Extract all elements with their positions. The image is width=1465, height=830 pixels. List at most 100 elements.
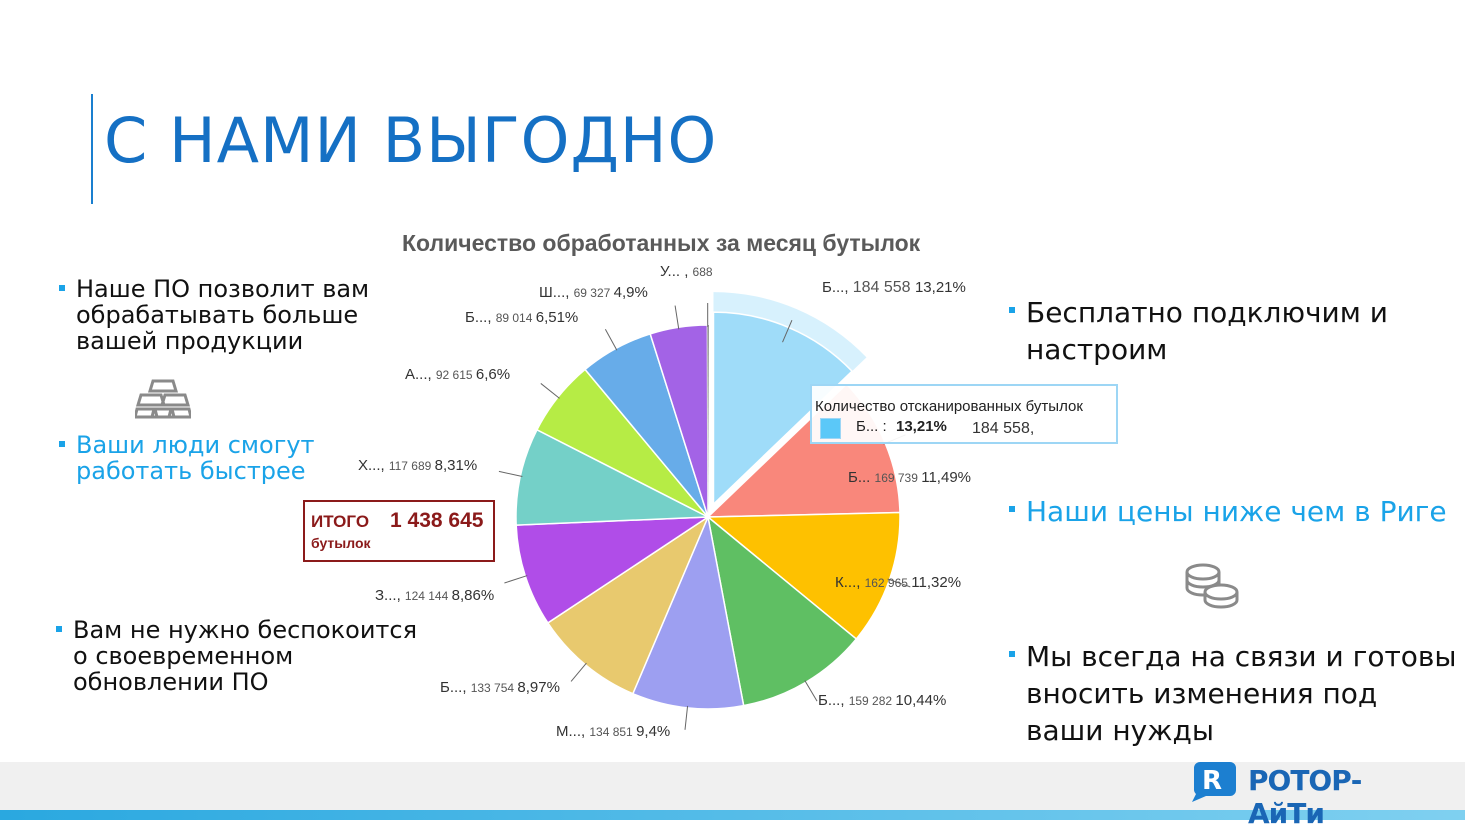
pie-leader-line: [571, 663, 586, 681]
tooltip-label: Б... :: [856, 418, 887, 435]
pie-slice-label: Х..., 117 689 8,31%: [358, 457, 477, 474]
slice-value: 169 739: [875, 471, 922, 485]
pie-slice-label: Б..., 133 754 8,97%: [440, 679, 560, 696]
slice-name: Б...,: [822, 279, 853, 296]
coins-stack-icon: [1183, 560, 1241, 612]
slice-percent: 8,31%: [435, 457, 478, 474]
slice-value: 69 327: [574, 286, 614, 300]
tooltip-percent: 13,21%: [896, 418, 947, 435]
pie-leader-line: [685, 706, 688, 730]
bullet-line: Наши цены ниже чем в Риге: [1026, 493, 1447, 530]
slice-value: 184 558: [853, 279, 915, 296]
slice-percent: 11,49%: [921, 469, 971, 486]
bullet-line: работать быстрее: [76, 458, 315, 484]
pie-slice-label: М..., 134 851 9,4%: [556, 723, 670, 740]
bullet-work-faster: Ваши люди смогут работать быстрее: [76, 432, 315, 484]
bullet-line: настроим: [1026, 331, 1388, 368]
slice-percent: 6,51%: [536, 309, 579, 326]
bullet-line: обрабатывать больше: [76, 302, 369, 328]
slice-name: З...,: [375, 587, 405, 604]
slice-value: 124 144: [405, 589, 452, 603]
bullet-marker: [1009, 651, 1015, 657]
pie-slice-label: Ш..., 69 327 4,9%: [539, 284, 648, 301]
tooltip-value-number: 184 558: [972, 420, 1030, 437]
bullet-line: ваши нужды: [1026, 712, 1457, 749]
slice-percent: 13,21%: [915, 279, 966, 296]
pie-slice-label: Б... 169 739 11,49%: [848, 469, 971, 486]
slice-name: М...,: [556, 723, 589, 740]
chart-tooltip: Количество отсканированных бутылок Б... …: [810, 384, 1118, 444]
slice-name: У... ,: [660, 263, 693, 280]
bullet-marker: [1009, 506, 1015, 512]
bullet-more-production: Наше ПО позволит вам обрабатывать больше…: [76, 276, 369, 354]
slice-percent: 11,32%: [911, 574, 961, 591]
pie-slice-label: Б..., 184 558 13,21%: [822, 279, 966, 296]
slice-name: Б...,: [465, 309, 496, 326]
pie-leader-line: [504, 576, 527, 583]
slice-value: 162 965: [865, 576, 912, 590]
slice-value: 117 689: [389, 459, 435, 473]
company-logo: R РОТОР-АйТи: [1188, 758, 1388, 806]
bullet-line: вносить изменения под: [1026, 675, 1457, 712]
bullet-line: Наше ПО позволит вам: [76, 276, 369, 302]
pie-leader-line: [541, 383, 560, 398]
tooltip-value: 184 558,: [972, 420, 1034, 438]
bullet-marker: [1009, 307, 1015, 313]
logo-mark-icon: R: [1188, 758, 1236, 802]
bullet-always-in-touch: Мы всегда на связи и готовы вносить изме…: [1026, 638, 1457, 749]
slice-value: 688: [693, 265, 713, 279]
bullet-no-worries-updates: Вам не нужно беспокоится о своевременном…: [73, 617, 417, 695]
bullet-line: Бесплатно подключим и: [1026, 294, 1388, 331]
bullet-line: обновлении ПО: [73, 669, 417, 695]
pie-slice-label: У... , 688: [660, 263, 713, 280]
logo-letter: R: [1202, 766, 1222, 796]
slice-name: Б...,: [440, 679, 471, 696]
slice-value: 159 282: [849, 694, 896, 708]
slice-name: А...,: [405, 366, 436, 383]
bullet-line: вашей продукции: [76, 328, 369, 354]
tooltip-value-comma: ,: [1030, 420, 1034, 437]
total-unit: бутылок: [311, 535, 371, 551]
slice-name: Б...,: [818, 692, 849, 709]
bullet-marker: [56, 626, 62, 632]
slice-name: Ш...,: [539, 284, 574, 301]
tooltip-title: Количество отсканированных бутылок: [815, 398, 1083, 415]
pie-leader-line: [605, 329, 617, 350]
total-label: ИТОГО: [311, 512, 369, 532]
bullet-line: Мы всегда на связи и готовы: [1026, 638, 1457, 675]
footer-accent-line: [0, 810, 1465, 820]
slice-value: 133 754: [471, 681, 518, 695]
bullet-line: Ваши люди смогут: [76, 432, 315, 458]
slice-percent: 8,97%: [517, 679, 560, 696]
bullet-lower-prices: Наши цены ниже чем в Риге: [1026, 493, 1447, 530]
slice-name: К...,: [835, 574, 865, 591]
bullet-free-setup: Бесплатно подключим и настроим: [1026, 294, 1388, 368]
logo-text: РОТОР-АйТи: [1248, 764, 1388, 830]
slice-percent: 8,86%: [452, 587, 495, 604]
slice-percent: 9,4%: [636, 723, 670, 740]
slice-value: 134 851: [589, 725, 636, 739]
bullet-line: о своевременном: [73, 643, 417, 669]
bullet-marker: [59, 285, 65, 291]
pie-slice-label: З..., 124 144 8,86%: [375, 587, 494, 604]
slice-percent: 4,9%: [614, 284, 648, 301]
slice-value: 92 615: [436, 368, 476, 382]
slice-percent: 10,44%: [895, 692, 946, 709]
pie-leader-line: [805, 680, 817, 701]
total-value: 1 438 645: [390, 509, 483, 533]
total-box: ИТОГО 1 438 645 бутылок: [303, 500, 495, 562]
slice-percent: 6,6%: [476, 366, 510, 383]
pie-slice-label: Б..., 89 014 6,51%: [465, 309, 578, 326]
slice-name: Б...: [848, 469, 875, 486]
pie-slice-label: Б..., 159 282 10,44%: [818, 692, 946, 709]
tooltip-swatch: [820, 418, 841, 439]
slice-name: Х...,: [358, 457, 389, 474]
pie-slice-label: А..., 92 615 6,6%: [405, 366, 510, 383]
bullet-line: Вам не нужно беспокоится: [73, 617, 417, 643]
pie-slice-label: К..., 162 965 11,32%: [835, 574, 961, 591]
bullet-marker: [59, 441, 65, 447]
gold-bars-icon: [135, 377, 191, 419]
pie-leader-line: [675, 306, 679, 330]
pie-leader-line: [499, 471, 522, 476]
slice-value: 89 014: [496, 311, 536, 325]
